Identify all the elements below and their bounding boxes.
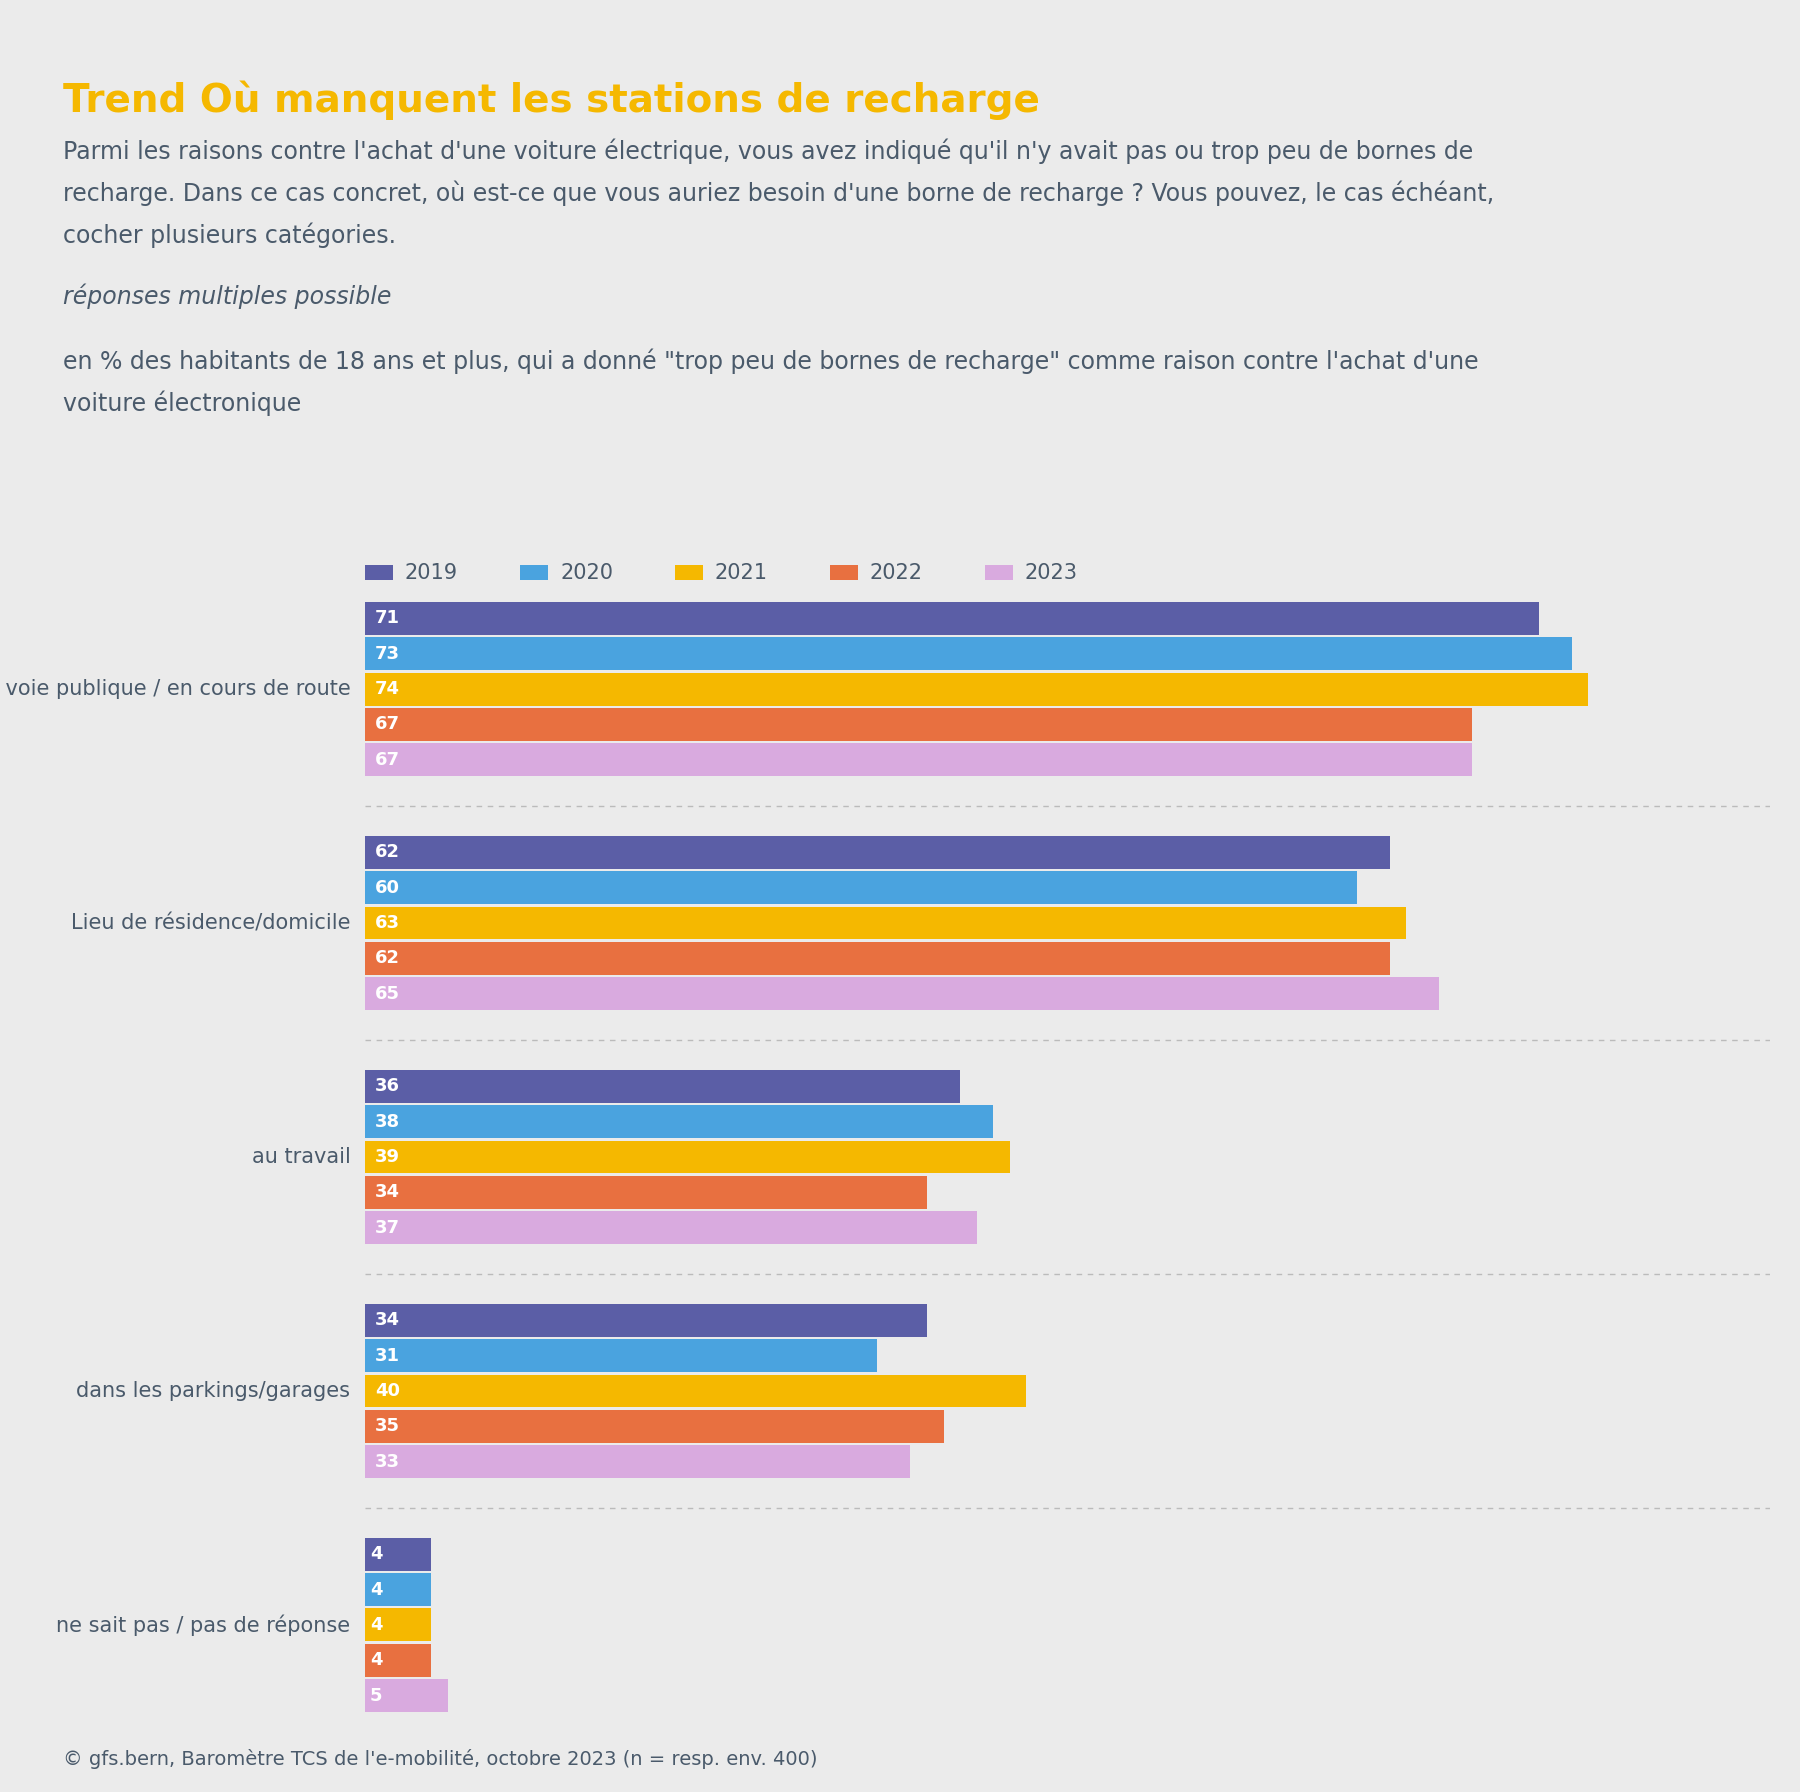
Text: 34: 34 xyxy=(374,1312,400,1330)
Text: 4: 4 xyxy=(371,1616,382,1634)
Bar xyxy=(365,1609,432,1641)
Bar xyxy=(365,1211,977,1244)
Bar xyxy=(365,1070,959,1102)
Text: 38: 38 xyxy=(374,1113,400,1131)
Text: 35: 35 xyxy=(374,1417,400,1435)
Text: voiture électronique: voiture électronique xyxy=(63,391,301,416)
Text: © gfs.bern, Baromètre TCS de l'e-mobilité, octobre 2023 (n = resp. env. 400): © gfs.bern, Baromètre TCS de l'e-mobilit… xyxy=(63,1749,817,1769)
Text: Trend Où manquent les stations de recharge: Trend Où manquent les stations de rechar… xyxy=(63,81,1040,120)
Text: 63: 63 xyxy=(374,914,400,932)
Bar xyxy=(365,1140,1010,1174)
FancyBboxPatch shape xyxy=(365,564,392,581)
Text: 2020: 2020 xyxy=(560,563,614,582)
Text: 37: 37 xyxy=(374,1219,400,1236)
Text: 2019: 2019 xyxy=(405,563,459,582)
Bar xyxy=(365,1374,1026,1407)
Bar xyxy=(365,1573,432,1606)
Text: 31: 31 xyxy=(374,1346,400,1366)
Text: 74: 74 xyxy=(374,681,400,699)
Text: 4: 4 xyxy=(371,1581,382,1598)
Bar xyxy=(365,1106,994,1138)
Text: 62: 62 xyxy=(374,950,400,968)
Text: 67: 67 xyxy=(374,751,400,769)
Bar xyxy=(365,602,1539,634)
FancyBboxPatch shape xyxy=(830,564,859,581)
Text: sur la voie publique / en cours de route: sur la voie publique / en cours de route xyxy=(0,679,351,699)
Bar xyxy=(365,835,1390,869)
Bar xyxy=(365,1176,927,1210)
Bar xyxy=(365,1339,877,1373)
Text: 4: 4 xyxy=(371,1545,382,1563)
FancyBboxPatch shape xyxy=(675,564,704,581)
Bar xyxy=(365,672,1588,706)
Text: au travail: au travail xyxy=(252,1147,351,1167)
Text: dans les parkings/garages: dans les parkings/garages xyxy=(76,1382,351,1401)
Text: 5: 5 xyxy=(371,1686,382,1704)
Text: 36: 36 xyxy=(374,1077,400,1095)
Text: 4: 4 xyxy=(371,1650,382,1668)
Bar xyxy=(365,744,1472,776)
Text: 39: 39 xyxy=(374,1149,400,1167)
Text: 60: 60 xyxy=(374,878,400,896)
Text: 34: 34 xyxy=(374,1183,400,1201)
Text: 2023: 2023 xyxy=(1024,563,1078,582)
Text: cocher plusieurs catégories.: cocher plusieurs catégories. xyxy=(63,222,396,247)
Bar xyxy=(365,1305,927,1337)
Text: 62: 62 xyxy=(374,844,400,862)
Text: recharge. Dans ce cas concret, où est-ce que vous auriez besoin d'une borne de r: recharge. Dans ce cas concret, où est-ce… xyxy=(63,179,1494,206)
Text: réponses multiples possible: réponses multiples possible xyxy=(63,283,391,308)
Bar xyxy=(365,907,1406,939)
Text: Lieu de résidence/domicile: Lieu de résidence/domicile xyxy=(70,914,351,934)
Bar xyxy=(365,1538,432,1572)
Text: 2021: 2021 xyxy=(715,563,769,582)
Bar xyxy=(365,638,1571,670)
Text: 67: 67 xyxy=(374,715,400,733)
Text: en % des habitants de 18 ans et plus, qui a donné "trop peu de bornes de recharg: en % des habitants de 18 ans et plus, qu… xyxy=(63,348,1478,373)
Text: ne sait pas / pas de réponse: ne sait pas / pas de réponse xyxy=(56,1615,351,1636)
Bar xyxy=(365,1643,432,1677)
Text: 65: 65 xyxy=(374,984,400,1004)
FancyBboxPatch shape xyxy=(985,564,1013,581)
FancyBboxPatch shape xyxy=(520,564,547,581)
Text: 40: 40 xyxy=(374,1382,400,1400)
Text: 71: 71 xyxy=(374,609,400,627)
Bar xyxy=(365,871,1357,905)
Bar xyxy=(365,1444,911,1478)
Bar xyxy=(365,943,1390,975)
Text: 2022: 2022 xyxy=(869,563,923,582)
Bar xyxy=(365,977,1440,1011)
Text: Parmi les raisons contre l'achat d'une voiture électrique, vous avez indiqué qu': Parmi les raisons contre l'achat d'une v… xyxy=(63,138,1472,163)
Bar xyxy=(365,1679,448,1711)
Bar xyxy=(365,708,1472,740)
Text: 33: 33 xyxy=(374,1453,400,1471)
Text: 73: 73 xyxy=(374,645,400,663)
Bar xyxy=(365,1410,943,1443)
